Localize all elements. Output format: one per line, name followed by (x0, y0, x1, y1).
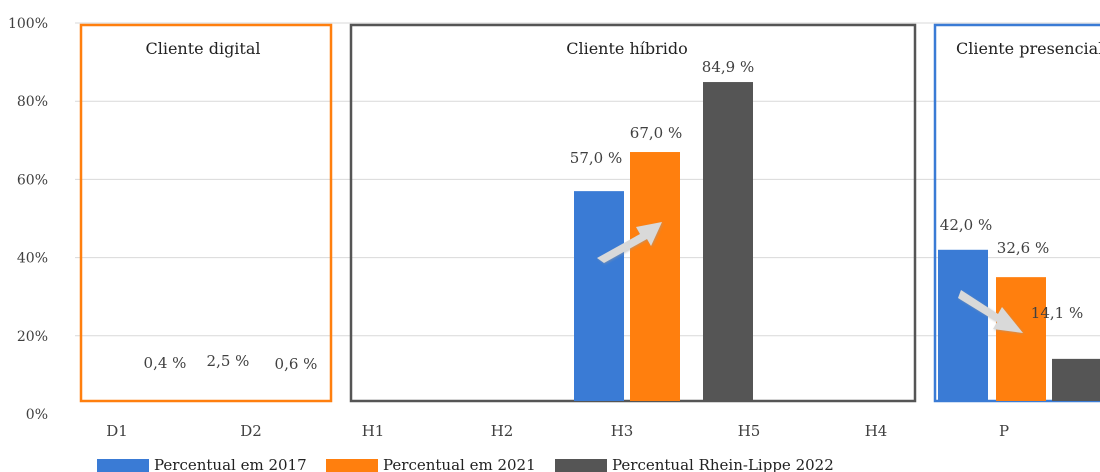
x-tick-label: H1 (362, 422, 385, 440)
y-tick-label: 80% (17, 94, 48, 110)
legend-label: Percentual em 2017 (154, 456, 307, 472)
legend-label: Percentual Rhein-Lippe 2022 (612, 456, 834, 472)
gridlines (75, 22, 1100, 337)
group-label: Cliente presencial (956, 39, 1100, 58)
x-tick-label: H5 (738, 422, 761, 440)
trend-arrow-down-icon (958, 290, 1023, 333)
bars (202, 82, 1100, 401)
y-tick-label: 100% (8, 16, 48, 32)
bar (574, 191, 624, 401)
y-tick-label: 20% (17, 329, 48, 345)
group-boxes: Cliente digital Cliente híbrido Cliente pr… (79, 23, 1100, 403)
bar (630, 152, 680, 401)
data-label: 42,0 % (940, 216, 992, 234)
y-axis-ticks: 0% 20% 40% 60% 80% 100% (8, 16, 48, 423)
x-tick-label: D1 (106, 422, 128, 440)
legend-swatch (326, 459, 378, 472)
group-label: Cliente digital (145, 39, 260, 58)
x-tick-label: H4 (865, 422, 888, 440)
y-tick-label: 60% (17, 172, 48, 188)
legend-label: Percentual em 2021 (383, 456, 536, 472)
x-tick-label: P (999, 422, 1009, 440)
legend: Percentual em 2017 Percentual em 2021 Perc… (97, 456, 834, 472)
bar (1052, 358, 1100, 401)
group-label: Cliente híbrido (566, 39, 688, 58)
data-labels: 0,4 % 57,0 % 42,0 % 2,5 % 67,0 % 32,6 % 0,6 % 8… (144, 58, 1084, 373)
data-label: 0,4 % (144, 354, 187, 372)
legend-swatch (97, 459, 149, 472)
group-box (79, 23, 333, 403)
y-tick-label: 0% (26, 407, 48, 423)
legend-swatch (555, 459, 607, 472)
data-label: 84,9 % (702, 58, 754, 76)
data-label: 14,1 % (1031, 304, 1083, 322)
x-tick-label: H3 (611, 422, 634, 440)
data-label: 67,0 % (630, 124, 682, 142)
x-axis-categories: D1 D2 H1 H2 H3 H5 H4 P (106, 422, 1009, 440)
x-tick-label: H2 (491, 422, 514, 440)
bar (996, 277, 1046, 401)
data-label: 0,6 % (275, 355, 318, 373)
trend-arrow-up-icon (597, 222, 662, 263)
y-tick-label: 40% (17, 251, 48, 267)
bar (202, 400, 252, 401)
trend-arrows (597, 222, 1023, 333)
data-label: 32,6 % (997, 239, 1049, 257)
data-label: 2,5 % (207, 352, 250, 370)
bar (703, 82, 753, 401)
x-tick-label: D2 (240, 422, 262, 440)
data-label: 57,0 % (570, 149, 622, 167)
bar (938, 249, 988, 401)
